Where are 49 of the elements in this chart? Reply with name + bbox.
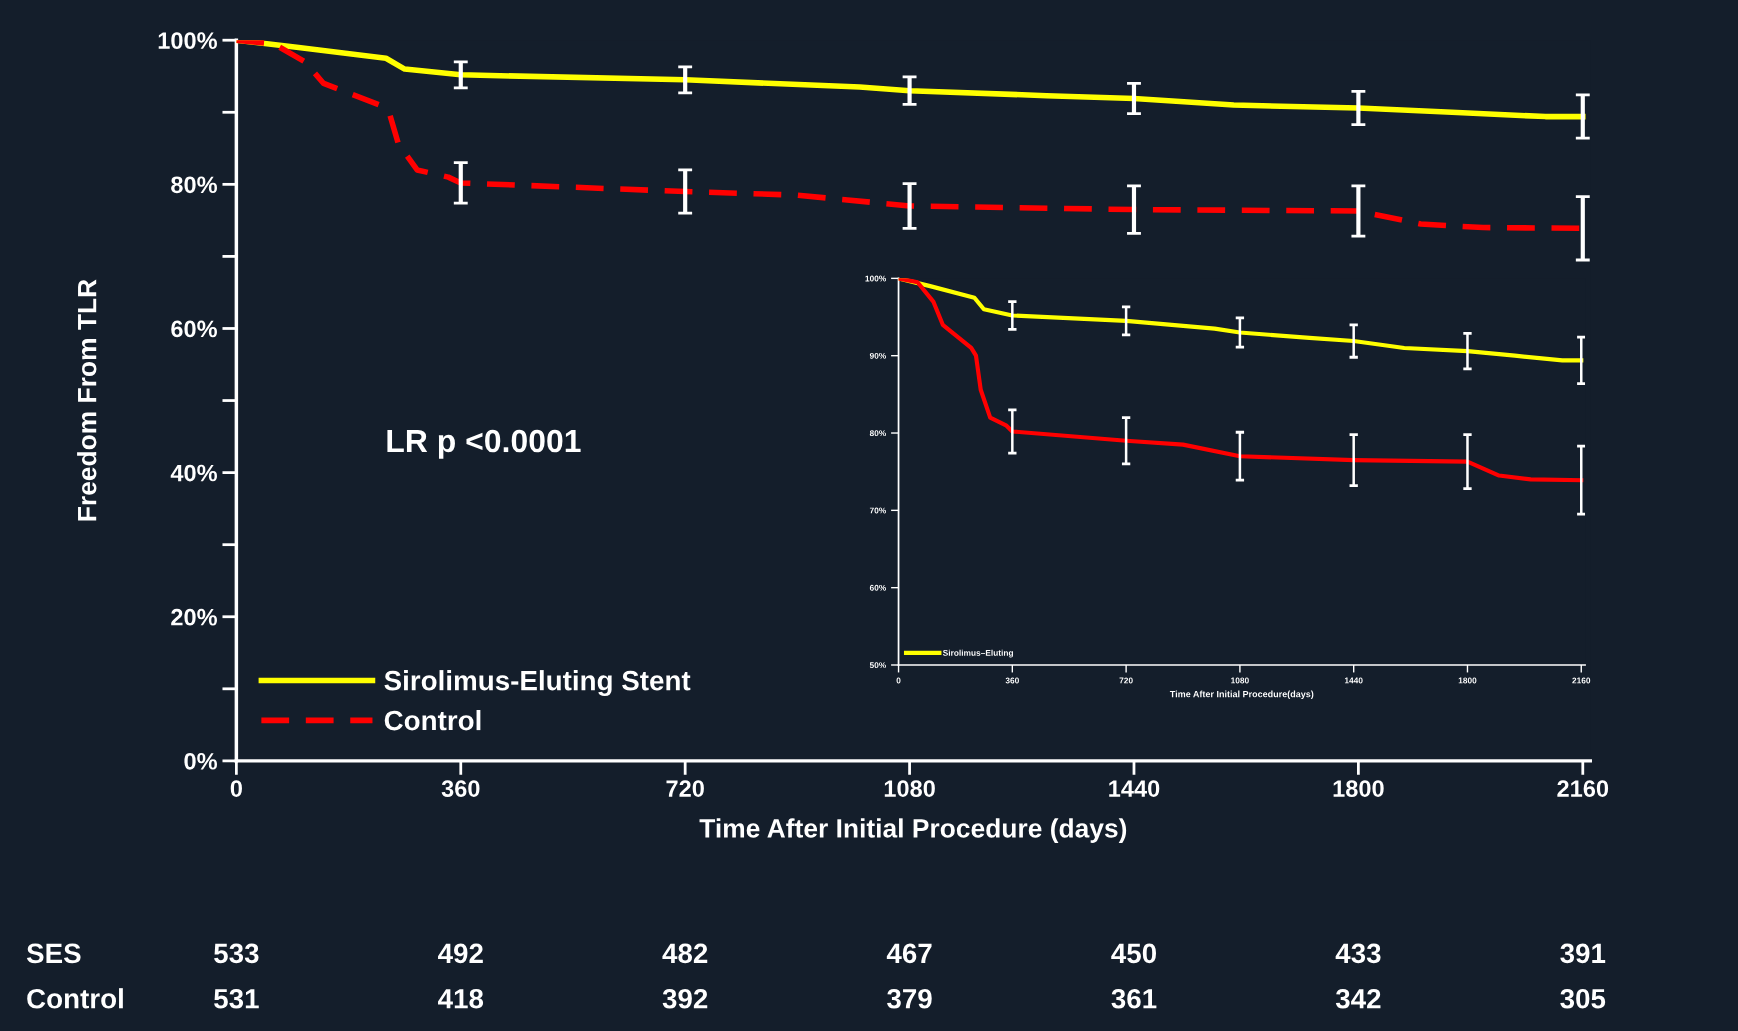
y-tick-label: 100% (158, 32, 217, 49)
x-tick-label: 2160 (1572, 677, 1591, 684)
y-tick-label: 20% (171, 608, 217, 626)
x-tick-label: 720 (1119, 677, 1133, 684)
x-tick-label: 1080 (1231, 677, 1249, 684)
text: 492 (438, 943, 483, 964)
legend-label: Control (384, 709, 481, 731)
text: 391 (1560, 943, 1606, 964)
text: 482 (662, 943, 708, 964)
text: 392 (662, 988, 708, 1009)
text: 361 (1111, 988, 1157, 1009)
x-tick-label: 360 (441, 780, 480, 797)
x-tick-label: 0 (896, 677, 901, 684)
annotation: LR p <0.0001 (387, 429, 581, 459)
text: Control (27, 988, 123, 1009)
legend-label: Sirolimus–Eluting (942, 649, 1013, 658)
x-tick-label: 0 (230, 780, 242, 797)
text: 433 (1335, 943, 1381, 964)
text: 418 (438, 988, 484, 1009)
y-axis-title: Freedom From TLR (77, 279, 97, 521)
text: 450 (1111, 943, 1157, 964)
y-tick-label: 60% (171, 320, 217, 338)
text: 305 (1560, 988, 1606, 1009)
x-axis-title: Time After Initial Procedure (days) (699, 818, 1127, 843)
x-tick-label: 2160 (1557, 780, 1609, 797)
text: 342 (1335, 988, 1381, 1009)
y-tick-label: 0% (184, 752, 217, 770)
y-tick-label: 40% (170, 464, 217, 482)
x-tick-label: 1440 (1109, 780, 1160, 797)
y-tick-label: 90% (869, 352, 887, 359)
x-tick-label: 1800 (1458, 677, 1477, 684)
y-tick-label: 80% (171, 176, 217, 194)
x-axis-title: Time After Initial Procedure(days) (1169, 690, 1314, 700)
legend-label: Sirolimus-Eluting Stent (384, 670, 691, 697)
x-tick-label: 1440 (1344, 677, 1363, 684)
y-tick-label: 70% (869, 507, 887, 514)
y-tick-label: 50% (869, 662, 887, 669)
y-tick-label: 100% (865, 275, 887, 282)
text: 531 (214, 988, 259, 1009)
text: 379 (887, 988, 932, 1009)
text: 533 (214, 943, 259, 964)
x-tick-label: 360 (1005, 677, 1019, 684)
y-tick-label: 80% (869, 430, 887, 437)
text: 467 (886, 943, 932, 964)
x-tick-label: 1080 (884, 780, 935, 797)
text: SES (26, 943, 81, 964)
x-tick-label: 720 (666, 780, 704, 797)
x-tick-label: 1800 (1333, 780, 1384, 797)
y-tick-label: 60% (869, 584, 887, 591)
